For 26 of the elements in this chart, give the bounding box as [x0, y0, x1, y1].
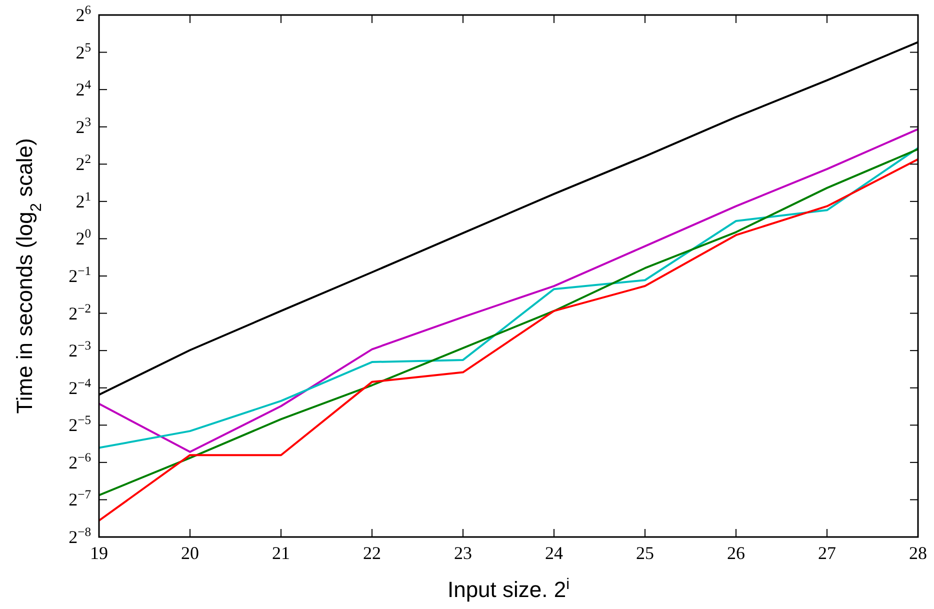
x-tick-label: 20 [181, 543, 199, 563]
y-tick-label: 2$^{0}$ [76, 226, 91, 249]
y-tick-label: 2$^{−4}$ [68, 376, 92, 398]
y-tick-label: 2$^{3}$ [76, 114, 91, 137]
y-tick-label: 2$^{−1}$ [68, 264, 91, 286]
x-tick-label: 22 [363, 543, 381, 563]
x-axis-title: Input size. 2$^{i}$ [447, 576, 570, 602]
y-tick-label: 2$^{−8}$ [68, 525, 91, 547]
y-tick-label: 2$^{−5}$ [68, 413, 91, 436]
x-tick-label: 28 [909, 543, 927, 563]
y-tick-label: 2$^{5}$ [76, 40, 91, 62]
y-tick-label: 2$^{−3}$ [68, 338, 91, 361]
y-tick-label: 2$^{−7}$ [68, 488, 91, 510]
x-tick-label: 26 [727, 543, 745, 563]
y-tick-label: 2$^{2}$ [76, 152, 91, 174]
x-tick-label: 27 [818, 543, 836, 563]
x-tick-label: 25 [636, 543, 654, 563]
y-tick-label: 2$^{4}$ [76, 78, 92, 100]
y-tick-label: 2$^{6}$ [76, 3, 91, 25]
y-tick-label: 2$^{1}$ [76, 189, 91, 212]
x-tick-label: 19 [90, 543, 108, 563]
x-tick-label: 24 [545, 543, 563, 563]
y-tick-label: 2$^{−2}$ [68, 301, 91, 324]
y-tick-label: 2$^{−6}$ [68, 450, 91, 472]
x-tick-label: 23 [454, 543, 472, 563]
x-tick-label: 21 [272, 543, 290, 563]
